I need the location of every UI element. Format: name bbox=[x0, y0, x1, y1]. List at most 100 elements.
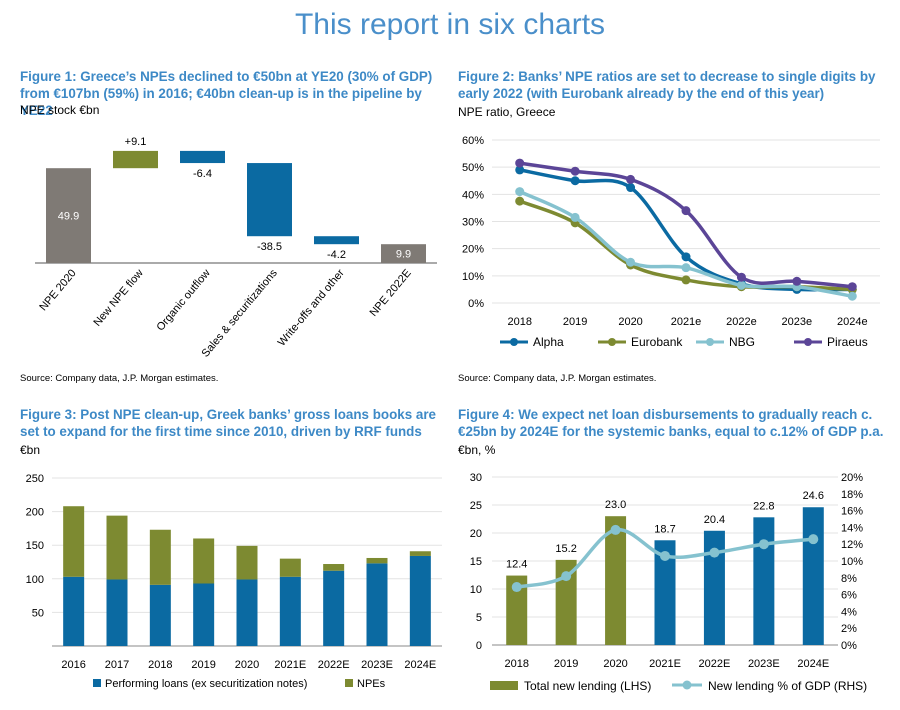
fig4-line-point bbox=[610, 524, 621, 535]
fig2-xtick-label: 2020 bbox=[618, 316, 642, 328]
fig2-legend-label: Piraeus bbox=[827, 335, 868, 349]
fig2-point-piraeus bbox=[570, 166, 580, 176]
fig1-bar bbox=[247, 163, 292, 237]
fig2-xtick-label: 2019 bbox=[563, 316, 587, 328]
fig3-legend-label: NPEs bbox=[357, 678, 386, 690]
fig2-ytick-label: 30% bbox=[462, 217, 484, 229]
fig1-category-label: NPE 2022E bbox=[368, 267, 414, 319]
fig4-ytick-left-label: 10 bbox=[470, 584, 482, 596]
fig3-ytick-label: 150 bbox=[26, 540, 44, 552]
figure1-unit: NPE stock €bn bbox=[20, 103, 100, 117]
fig3-bar-segment bbox=[409, 551, 431, 556]
fig2-legend-marker bbox=[706, 338, 714, 346]
fig4-line-point bbox=[561, 571, 572, 582]
figure1-title: Figure 1: Greece’s NPEs declined to €50b… bbox=[20, 69, 433, 118]
fig4-line-point bbox=[709, 547, 720, 558]
fig2-legend-label: Alpha bbox=[533, 335, 564, 349]
fig4-ytick-right-label: 4% bbox=[841, 606, 857, 618]
fig3-xtick-label: 2016 bbox=[61, 659, 85, 671]
fig3-bar-segment bbox=[149, 584, 171, 646]
figure3-unit: €bn bbox=[20, 443, 41, 457]
fig4-ytick-left-label: 25 bbox=[470, 500, 482, 512]
fig2-point-piraeus bbox=[681, 206, 691, 216]
fig3-bar-segment bbox=[279, 576, 301, 646]
figure1-source: Source: Company data, J.P. Morgan estima… bbox=[20, 373, 219, 384]
figure2-source: Source: Company data, J.P. Morgan estima… bbox=[458, 373, 657, 384]
fig4-xtick-label: 2021E bbox=[649, 658, 681, 670]
fig2-point-nbg bbox=[847, 291, 857, 301]
fig4-xtick-label: 2023E bbox=[748, 658, 780, 670]
fig4-bar-label: 15.2 bbox=[555, 543, 576, 555]
figure3-chart: 50 100 150 200 250 2016 2017 2018 2019 2020 2021E 2… bbox=[26, 473, 442, 690]
fig3-ytick-label: 100 bbox=[26, 574, 44, 586]
fig2-xtick-label: 2022e bbox=[726, 316, 757, 328]
fig4-legend-label-bars: Total new lending (LHS) bbox=[524, 679, 651, 693]
fig1-bar bbox=[314, 236, 359, 245]
fig3-bar-segment bbox=[323, 570, 345, 646]
fig1-data-label: 9.9 bbox=[396, 249, 411, 261]
fig4-legend-marker bbox=[682, 680, 692, 690]
fig2-point-piraeus bbox=[847, 282, 857, 292]
fig4-ytick-left-label: 20 bbox=[470, 528, 482, 540]
fig1-category-label: NPE 2020 bbox=[37, 267, 78, 313]
fig3-bar-segment bbox=[193, 538, 215, 584]
fig4-xtick-label: 2018 bbox=[504, 658, 528, 670]
fig4-bar-label: 20.4 bbox=[704, 514, 725, 526]
fig2-ytick-label: 60% bbox=[462, 135, 484, 147]
fig4-ytick-left-label: 30 bbox=[470, 472, 482, 484]
fig2-point-alpha bbox=[515, 165, 525, 175]
fig4-bar bbox=[654, 540, 676, 645]
fig4-line-point bbox=[808, 534, 819, 545]
fig4-line-point bbox=[660, 550, 670, 561]
fig2-ytick-label: 0% bbox=[468, 298, 484, 310]
fig2-point-nbg bbox=[515, 187, 525, 197]
fig4-line-point bbox=[511, 582, 522, 593]
fig2-legend-marker bbox=[510, 338, 518, 346]
figure3-title: Figure 3: Post NPE clean-up, Greek banks… bbox=[20, 407, 436, 439]
fig3-xtick-label: 2023E bbox=[361, 659, 393, 671]
fig4-ytick-left-label: 15 bbox=[470, 556, 482, 568]
fig4-bar bbox=[506, 575, 528, 645]
fig4-bar bbox=[802, 507, 824, 645]
fig2-point-nbg bbox=[626, 257, 636, 267]
report-title: This report in six charts bbox=[294, 8, 606, 41]
fig2-xtick-label: 2023e bbox=[782, 316, 813, 328]
fig1-bar bbox=[113, 150, 158, 169]
fig3-bar-segment bbox=[236, 579, 258, 646]
figure4-title: Figure 4: We expect net loan disbursemen… bbox=[458, 407, 884, 439]
fig1-category-label: Sales & securitizations bbox=[199, 267, 280, 360]
fig3-bar-segment bbox=[193, 583, 215, 646]
fig3-legend-swatch bbox=[345, 679, 353, 687]
figure4-unit: €bn, % bbox=[458, 443, 496, 457]
fig2-xtick-label: 2024e bbox=[837, 316, 868, 328]
fig4-ytick-right-label: 18% bbox=[841, 489, 863, 501]
fig4-ytick-right-label: 12% bbox=[841, 539, 863, 551]
fig3-bar-segment bbox=[236, 545, 258, 580]
fig4-ytick-right-label: 2% bbox=[841, 623, 857, 635]
fig4-bar bbox=[555, 559, 577, 645]
fig3-legend-swatch bbox=[93, 679, 101, 687]
figure1-chart: 49.9 NPE 2020 +9.1 New NPE flow -6.4 Organic … bbox=[35, 136, 437, 360]
fig4-xtick-label: 2019 bbox=[554, 658, 578, 670]
fig4-bar-label: 22.8 bbox=[753, 500, 774, 512]
fig3-legend-label: Performing loans (ex securitization note… bbox=[105, 678, 307, 690]
fig4-bar-label: 23.0 bbox=[605, 499, 626, 511]
fig1-data-label: -38.5 bbox=[257, 241, 282, 253]
fig3-xtick-label: 2017 bbox=[105, 659, 129, 671]
fig2-legend-label: Eurobank bbox=[631, 335, 683, 349]
fig2-point-nbg bbox=[736, 280, 746, 290]
fig3-ytick-label: 50 bbox=[32, 607, 44, 619]
fig4-ytick-right-label: 8% bbox=[841, 573, 857, 585]
fig4-ytick-right-label: 0% bbox=[841, 640, 857, 652]
fig3-ytick-label: 250 bbox=[26, 473, 44, 485]
fig3-bar-segment bbox=[366, 563, 388, 646]
fig2-point-nbg bbox=[681, 263, 691, 273]
fig4-legend-swatch-bars bbox=[490, 681, 518, 690]
fig3-bar-segment bbox=[106, 515, 128, 580]
fig2-point-eurobank bbox=[681, 275, 691, 285]
fig4-ytick-right-label: 14% bbox=[841, 522, 863, 534]
fig2-point-piraeus bbox=[626, 174, 636, 184]
fig4-ytick-right-label: 20% bbox=[841, 472, 863, 484]
fig1-bar bbox=[381, 244, 426, 263]
figure2-title: Figure 2: Banks’ NPE ratios are set to d… bbox=[458, 69, 876, 101]
